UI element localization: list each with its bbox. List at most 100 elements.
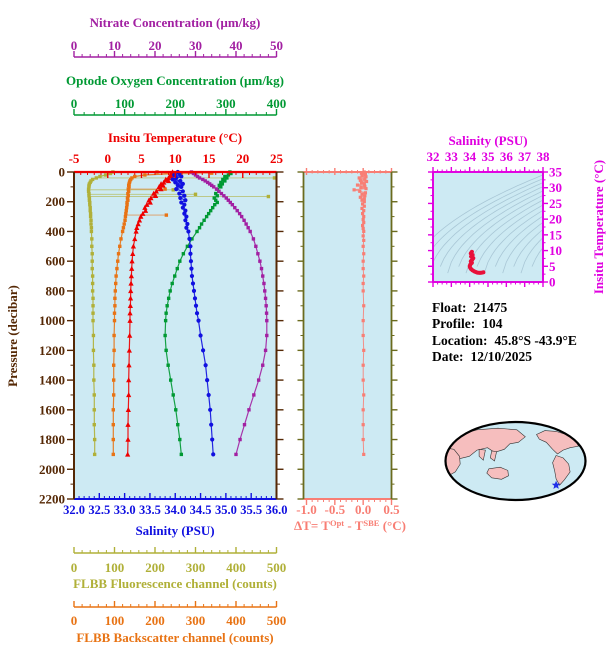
tick-label: 0.0 (355, 502, 371, 517)
tick-label: 1400 (39, 373, 65, 388)
tick-label: 100 (105, 613, 125, 628)
tick-label: 0 (105, 151, 112, 166)
profile-label: Profile: (432, 316, 476, 332)
tick-label: 1600 (39, 402, 65, 417)
pressure-axis-label: Pressure (decibar) (5, 285, 20, 387)
backscatter-profile-curve (111, 170, 214, 457)
oxygen-axis-title: Optode Oxygen Concentration (µm/kg) (65, 73, 284, 88)
tick-label: 200 (145, 560, 165, 575)
oxygen-profile-curve (163, 170, 233, 457)
tick-label: 0 (71, 96, 78, 111)
tick-label: 400 (46, 224, 66, 239)
tick-label: 0 (71, 38, 78, 53)
ts-temperature-axis-label: Insitu Temperature (°C) (591, 159, 606, 295)
delta-t-sup-opt: Opt (329, 518, 345, 528)
tick-label: 2200 (39, 492, 65, 507)
tick-label: 36.0 (266, 503, 288, 517)
tick-label: 0 (71, 560, 78, 575)
tick-label: 400 (226, 613, 246, 628)
tick-label: -1.0 (296, 502, 317, 517)
tick-label: 300 (216, 96, 236, 111)
tick-label: 50 (270, 38, 283, 53)
float-info: Float: 21475 Profile: 104 Location: 45.8°S … (432, 300, 577, 366)
tick-label: -0.5 (325, 502, 346, 517)
delta-t-curve (352, 170, 369, 457)
main-profile-panel (74, 169, 277, 499)
delta-t-label-prefix: ΔT= T (294, 518, 330, 533)
location-label: Location: (432, 332, 488, 348)
nitrate-profile-curve (189, 170, 269, 457)
tick-label: 35 (482, 149, 496, 164)
delta-t-panel: -1.0 -0.5 0.0 0.5 (296, 168, 400, 517)
tick-label: 33.0 (114, 503, 136, 517)
tick-label: 34 (463, 149, 477, 164)
tick-label: 15 (203, 151, 217, 166)
date-value: 12/10/2025 (470, 349, 532, 365)
tick-label: 200 (166, 96, 186, 111)
tick-label: 500 (267, 613, 287, 628)
tick-label: -5 (69, 151, 80, 166)
tick-label: 32.5 (88, 503, 110, 517)
float-number: 21475 (473, 300, 508, 315)
salinity-axis-title: Salinity (PSU) (135, 523, 215, 538)
tick-label: 34.5 (190, 503, 212, 517)
tick-label: 400 (267, 96, 287, 111)
tick-label: 37 (518, 149, 532, 164)
float-info-line-float: Float: 21475 (432, 300, 577, 316)
tick-label: 20 (549, 212, 562, 227)
float-info-line-profile: Profile: 104 (432, 316, 577, 332)
tick-label: 1000 (39, 313, 65, 328)
tick-label: 35.0 (215, 503, 237, 517)
tick-label: 40 (230, 38, 243, 53)
tick-label: 20 (236, 151, 249, 166)
ts-isopycnal-contours (433, 174, 543, 274)
profile-number: 104 (482, 316, 503, 332)
tick-label: 200 (46, 194, 66, 209)
tick-label: 600 (46, 254, 66, 269)
salinity-profile-curve (170, 169, 216, 457)
tick-label: 10 (549, 243, 562, 258)
tick-label: 300 (186, 560, 206, 575)
tick-label: 10 (108, 38, 121, 53)
tick-label: 2000 (39, 462, 65, 477)
tick-label: 1800 (39, 432, 65, 447)
tick-label: 30 (549, 180, 562, 195)
tick-label: 35.5 (240, 503, 262, 517)
tick-label: 20 (149, 38, 162, 53)
tick-label: 33.5 (139, 503, 161, 517)
tick-label: 32.0 (63, 503, 85, 517)
world-map (444, 420, 587, 502)
delta-t-label-suffix: (°C) (379, 518, 406, 533)
tick-label: 34.0 (164, 503, 186, 517)
location-value: 45.8°S -43.9°E (494, 332, 577, 348)
tick-label: 10 (169, 151, 182, 166)
tick-label: 30 (189, 38, 202, 53)
delta-t-axis-label: ΔT= TOpt - TSBE (°C) (280, 518, 420, 534)
tick-label: 32 (427, 149, 440, 164)
tick-label: 0.5 (383, 502, 400, 517)
tick-label: 15 (549, 227, 563, 242)
float-info-line-date: Date: 12/10/2025 (432, 349, 577, 365)
tick-label: 5 (138, 151, 145, 166)
tick-label: 500 (267, 560, 287, 575)
tick-label: 38 (537, 149, 551, 164)
float-info-line-location: Location: 45.8°S -43.9°E (432, 333, 577, 349)
map-landmasses (445, 423, 579, 486)
tick-label: 36 (500, 149, 514, 164)
float-label: Float: (432, 300, 467, 315)
fluorescence-axis-title: FLBB Fluorescence channel (counts) (73, 576, 277, 591)
tick-label: 35 (549, 165, 563, 180)
date-label: Date: (432, 349, 464, 365)
tick-label: 25 (549, 196, 563, 211)
tick-label: 1200 (39, 343, 65, 358)
ts-salinity-axis-title: Salinity (PSU) (448, 133, 528, 148)
tick-label: 400 (226, 560, 246, 575)
delta-t-label-mid: - T (344, 518, 364, 533)
tick-label: 200 (145, 613, 165, 628)
tick-label: 100 (105, 560, 125, 575)
tick-label: 33 (445, 149, 459, 164)
